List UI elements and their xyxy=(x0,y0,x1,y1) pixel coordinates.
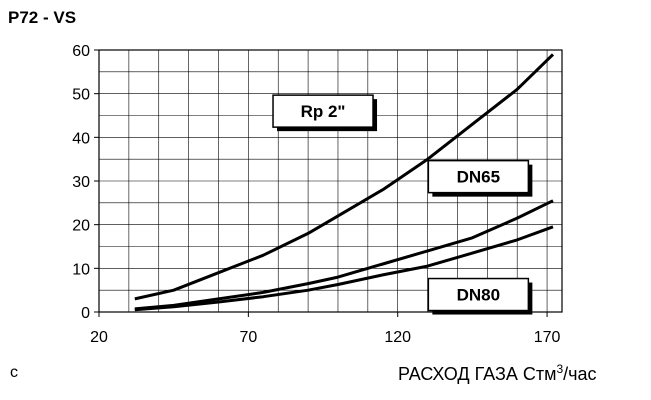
series-label-dn65: DN65 xyxy=(427,159,533,197)
x-tick-label: 120 xyxy=(384,329,411,346)
x-axis-label: РАСХОД ГАЗА Стм3/час xyxy=(398,362,597,385)
series-line-dn65 xyxy=(134,199,554,311)
series-label-box xyxy=(272,94,374,128)
x-axis-label-prefix: РАСХОД ГАЗА Стм xyxy=(398,364,557,384)
y-tick-label: 50 xyxy=(72,87,90,104)
series-labels: Rp 2" DN65 DN80 xyxy=(272,94,533,315)
series-label-box xyxy=(427,159,530,194)
series-label-text: DN65 xyxy=(457,168,500,187)
series-lines xyxy=(134,53,555,312)
x-tick-label: 20 xyxy=(90,329,108,346)
left-unit-label: с xyxy=(10,364,18,381)
x-tick-label: 70 xyxy=(239,329,257,346)
y-tick-label: 40 xyxy=(72,130,90,147)
y-tick-label: 10 xyxy=(72,261,90,278)
y-tick-label: 30 xyxy=(72,174,90,191)
y-tick-label: 0 xyxy=(81,305,90,322)
y-tick-label: 60 xyxy=(72,43,90,60)
series-label-text: Rp 2" xyxy=(301,102,346,121)
series-label-dn80: DN80 xyxy=(427,277,533,315)
chart-title: P72 - VS xyxy=(8,8,77,27)
series-line-dn80 xyxy=(134,225,554,312)
x-tick-label: 170 xyxy=(534,329,561,346)
series-label-text: DN80 xyxy=(457,286,500,305)
series-line-rp2 xyxy=(134,53,555,301)
series-label-box xyxy=(427,277,530,312)
axis-ticks: 0 10 20 30 40 50 60 20 70 120 170 xyxy=(72,43,560,346)
x-axis-label-sup: 3 xyxy=(556,362,564,376)
y-tick-label: 20 xyxy=(72,218,90,235)
x-axis-label-suffix: /час xyxy=(563,364,597,384)
series-label-rp2: Rp 2" xyxy=(272,94,378,132)
